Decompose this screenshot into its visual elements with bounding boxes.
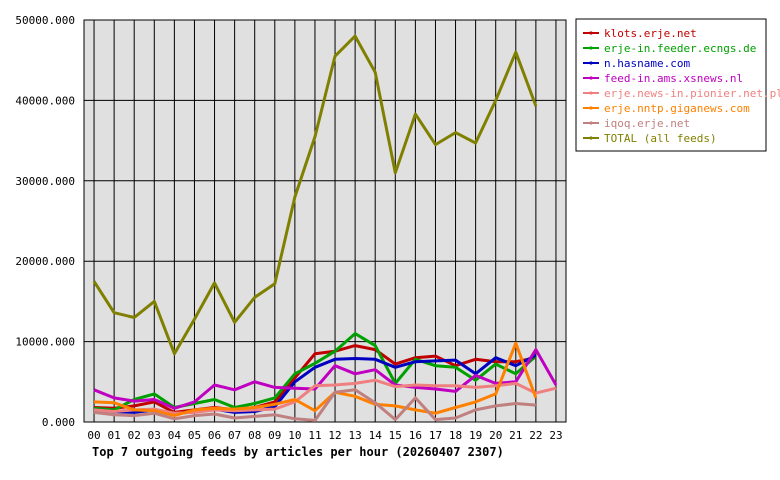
x-tick-label: 15 xyxy=(389,429,402,442)
legend-items: klots.erje.net erje-in.feeder.ecngs.de n.h… xyxy=(583,27,780,145)
x-tick-label: 07 xyxy=(228,429,241,442)
y-tick-label: 20000.000 xyxy=(15,255,75,268)
x-tick-label: 05 xyxy=(188,429,201,442)
grid xyxy=(84,19,566,423)
legend-marker xyxy=(589,106,593,110)
x-tick-label: 20 xyxy=(489,429,502,442)
y-tick-label: 10000.000 xyxy=(15,336,75,349)
x-tick-label: 21 xyxy=(509,429,522,442)
series-line-iqoq-erje-net xyxy=(93,388,537,422)
legend-marker xyxy=(589,136,593,140)
x-tick-label: 03 xyxy=(148,429,161,442)
legend-marker xyxy=(589,46,593,50)
x-tick-label: 09 xyxy=(268,429,281,442)
x-tick-label: 11 xyxy=(308,429,321,442)
series-line-feed-in-ams-xsnews-nl xyxy=(93,348,558,410)
x-tick-label: 08 xyxy=(248,429,261,442)
plot-area xyxy=(83,19,567,423)
x-tick-label: 10 xyxy=(288,429,301,442)
x-tick-label: 16 xyxy=(409,429,422,442)
x-tick-label: 18 xyxy=(449,429,462,442)
legend-label: TOTAL (all feeds) xyxy=(604,132,717,145)
x-tick-label: 04 xyxy=(168,429,182,442)
legend-label: iqoq.erje.net xyxy=(604,117,690,130)
y-tick-label: 0.000 xyxy=(42,416,75,429)
series-line-total-all-feeds xyxy=(92,34,538,356)
x-tick-label: 01 xyxy=(108,429,121,442)
series-lines xyxy=(92,34,558,422)
series-line-erje-news-in-pionier-net-pl xyxy=(93,378,557,415)
legend-marker xyxy=(589,91,593,95)
legend: klots.erje.net erje-in.feeder.ecngs.de n.h… xyxy=(575,18,780,152)
x-tick-label: 02 xyxy=(128,429,141,442)
y-tick-label: 30000.000 xyxy=(15,175,75,188)
y-tick-label: 40000.000 xyxy=(15,94,75,107)
series-line-erje-nntp-giganews-com xyxy=(93,341,538,418)
x-tick-label: 17 xyxy=(429,429,442,442)
x-tick-label: 06 xyxy=(208,429,221,442)
legend-label: feed-in.ams.xsnews.nl xyxy=(604,72,743,85)
legend-label: klots.erje.net xyxy=(604,27,697,40)
legend-label: n.hasname.com xyxy=(604,57,690,70)
legend-label: erje-in.feeder.ecngs.de xyxy=(604,42,756,55)
legend-marker xyxy=(589,31,593,35)
x-tick-label: 23 xyxy=(549,429,562,442)
y-tick-labels: 0.000 10000.000 20000.000 30000.000 40000.00… xyxy=(15,14,75,429)
x-tick-label: 13 xyxy=(349,429,362,442)
x-tick-label: 00 xyxy=(87,429,100,442)
y-tick-label: 50000.000 xyxy=(15,14,75,27)
legend-box xyxy=(575,18,767,152)
legend-marker xyxy=(589,61,593,65)
series-line-erje-in-feeder-ecngs-de xyxy=(93,332,537,412)
x-tick-label: 22 xyxy=(529,429,542,442)
legend-marker xyxy=(589,76,593,80)
chart-title: Top 7 outgoing feeds by articles per hou… xyxy=(92,445,504,459)
x-tick-label: 19 xyxy=(469,429,482,442)
x-tick-label: 14 xyxy=(369,429,383,442)
x-tick-label: 12 xyxy=(328,429,341,442)
legend-marker xyxy=(589,121,593,125)
x-tick-labels: 00 01 02 03 04 05 06 07 08 09 10 11 12 13 14 15 16 17 18 19… xyxy=(87,429,562,442)
legend-label: erje.nntp.giganews.com xyxy=(604,102,750,115)
legend-label: erje.news-in.pionier.net.pl xyxy=(604,87,780,100)
